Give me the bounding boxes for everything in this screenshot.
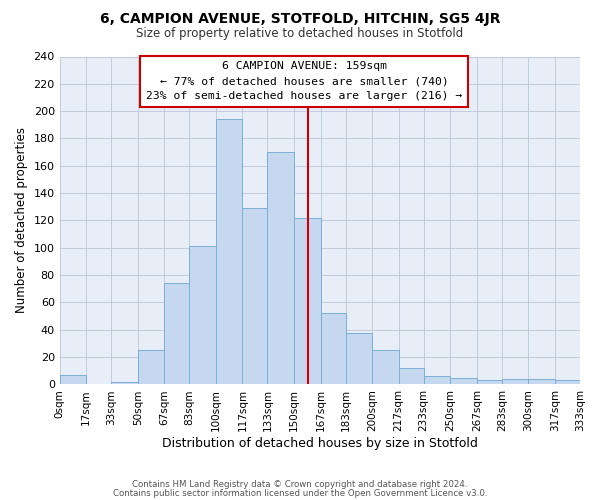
Bar bbox=[320, 314, 346, 384]
Bar bbox=[477, 380, 502, 384]
Bar bbox=[451, 378, 477, 384]
Bar bbox=[424, 376, 451, 384]
Bar bbox=[242, 208, 268, 384]
Bar bbox=[268, 152, 294, 384]
Bar bbox=[59, 375, 86, 384]
Bar bbox=[399, 368, 424, 384]
Bar bbox=[502, 379, 529, 384]
Bar bbox=[111, 382, 138, 384]
Bar bbox=[216, 120, 242, 384]
Bar bbox=[372, 350, 399, 384]
Bar bbox=[346, 332, 372, 384]
Bar bbox=[164, 284, 190, 384]
Text: 6, CAMPION AVENUE, STOTFOLD, HITCHIN, SG5 4JR: 6, CAMPION AVENUE, STOTFOLD, HITCHIN, SG… bbox=[100, 12, 500, 26]
X-axis label: Distribution of detached houses by size in Stotfold: Distribution of detached houses by size … bbox=[162, 437, 478, 450]
Text: 6 CAMPION AVENUE: 159sqm
← 77% of detached houses are smaller (740)
23% of semi-: 6 CAMPION AVENUE: 159sqm ← 77% of detach… bbox=[146, 62, 463, 101]
Bar bbox=[529, 379, 555, 384]
Text: Contains HM Land Registry data © Crown copyright and database right 2024.: Contains HM Land Registry data © Crown c… bbox=[132, 480, 468, 489]
Bar bbox=[555, 380, 580, 384]
Text: Size of property relative to detached houses in Stotfold: Size of property relative to detached ho… bbox=[136, 28, 464, 40]
Bar bbox=[294, 218, 320, 384]
Text: Contains public sector information licensed under the Open Government Licence v3: Contains public sector information licen… bbox=[113, 490, 487, 498]
Bar bbox=[138, 350, 164, 384]
Bar bbox=[190, 246, 216, 384]
Y-axis label: Number of detached properties: Number of detached properties bbox=[15, 128, 28, 314]
